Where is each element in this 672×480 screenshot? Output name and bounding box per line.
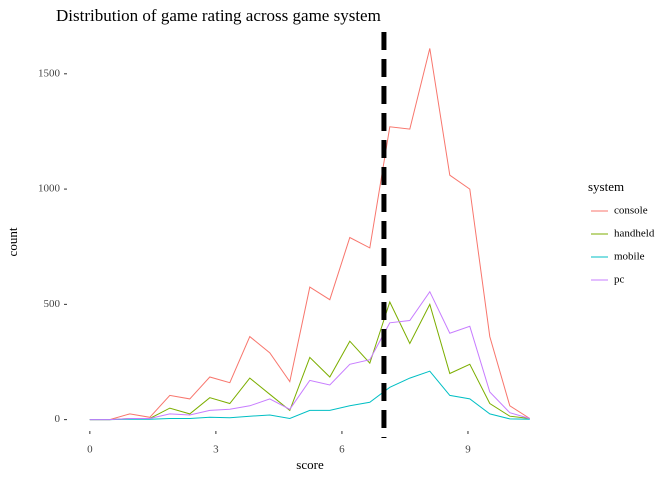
y-tick-label: 500 bbox=[44, 298, 61, 310]
x-tick-label: 9 bbox=[465, 444, 471, 456]
x-tick-label: 0 bbox=[87, 444, 93, 456]
y-tick-label: 0 bbox=[55, 413, 61, 425]
x-axis-title: score bbox=[296, 457, 324, 472]
y-axis-title: count bbox=[5, 227, 20, 256]
x-tick-label: 3 bbox=[213, 444, 219, 456]
series-line bbox=[89, 370, 530, 421]
legend-label: handheld bbox=[614, 228, 655, 240]
legend-title: system bbox=[588, 179, 624, 194]
legend-label: pc bbox=[614, 274, 625, 286]
series-line bbox=[89, 48, 531, 421]
series-line bbox=[89, 290, 530, 421]
y-tick-label: 1000 bbox=[38, 183, 61, 195]
legend-label: console bbox=[614, 205, 648, 217]
series-line bbox=[89, 300, 530, 421]
x-tick-label: 6 bbox=[339, 444, 345, 456]
chart-title: Distribution of game rating across game … bbox=[56, 6, 381, 25]
y-tick-label: 1500 bbox=[38, 67, 61, 79]
legend-label: mobile bbox=[614, 251, 645, 263]
